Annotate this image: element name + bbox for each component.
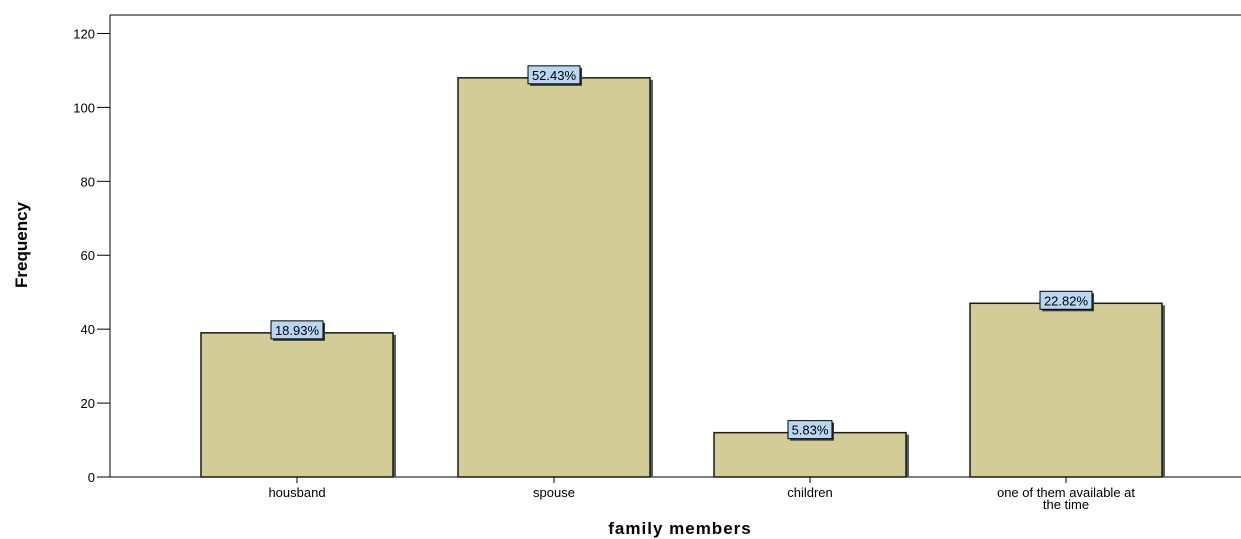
- x-axis-title: family members: [608, 519, 751, 538]
- data-label-box: [787, 420, 833, 440]
- bar: [457, 77, 651, 478]
- x-tick-label-line: children: [787, 485, 833, 500]
- data-label: 22.82%: [1044, 293, 1089, 308]
- data-label-box: [527, 65, 581, 85]
- y-tick-label: 40: [81, 322, 95, 337]
- bar: [200, 332, 394, 478]
- y-tick-label: 20: [81, 396, 95, 411]
- bars: 18.93% 52.43% 5.83% 22.82%: [200, 65, 1165, 478]
- x-tick-label-line: spouse: [533, 485, 575, 500]
- x-tick-label: spouse: [533, 485, 575, 500]
- bar: [969, 302, 1163, 478]
- y-axis: 0 20 40 60 80 100 120: [73, 26, 110, 485]
- data-label-box: [270, 320, 324, 340]
- y-tick-label: 0: [88, 470, 95, 485]
- y-tick-label: 120: [73, 26, 95, 41]
- x-tick-label-line: one of them available at: [997, 485, 1135, 500]
- y-axis-title: Frequency: [12, 201, 31, 288]
- x-axis: housband spouse children one of them availa…: [268, 477, 1135, 512]
- data-label: 5.83%: [792, 423, 829, 438]
- x-tick-label-line: housband: [268, 485, 325, 500]
- x-tick-label: housband: [268, 485, 325, 500]
- data-label: 18.93%: [275, 323, 320, 338]
- y-tick-label: 80: [81, 174, 95, 189]
- x-tick-label: one of them available at the time: [997, 485, 1135, 512]
- y-tick-label: 100: [73, 100, 95, 115]
- y-tick-label: 60: [81, 248, 95, 263]
- x-tick-label: children: [787, 485, 833, 500]
- data-label-box: [1039, 290, 1093, 310]
- x-tick-label-line: the time: [1043, 497, 1089, 512]
- data-label: 52.43%: [532, 68, 577, 83]
